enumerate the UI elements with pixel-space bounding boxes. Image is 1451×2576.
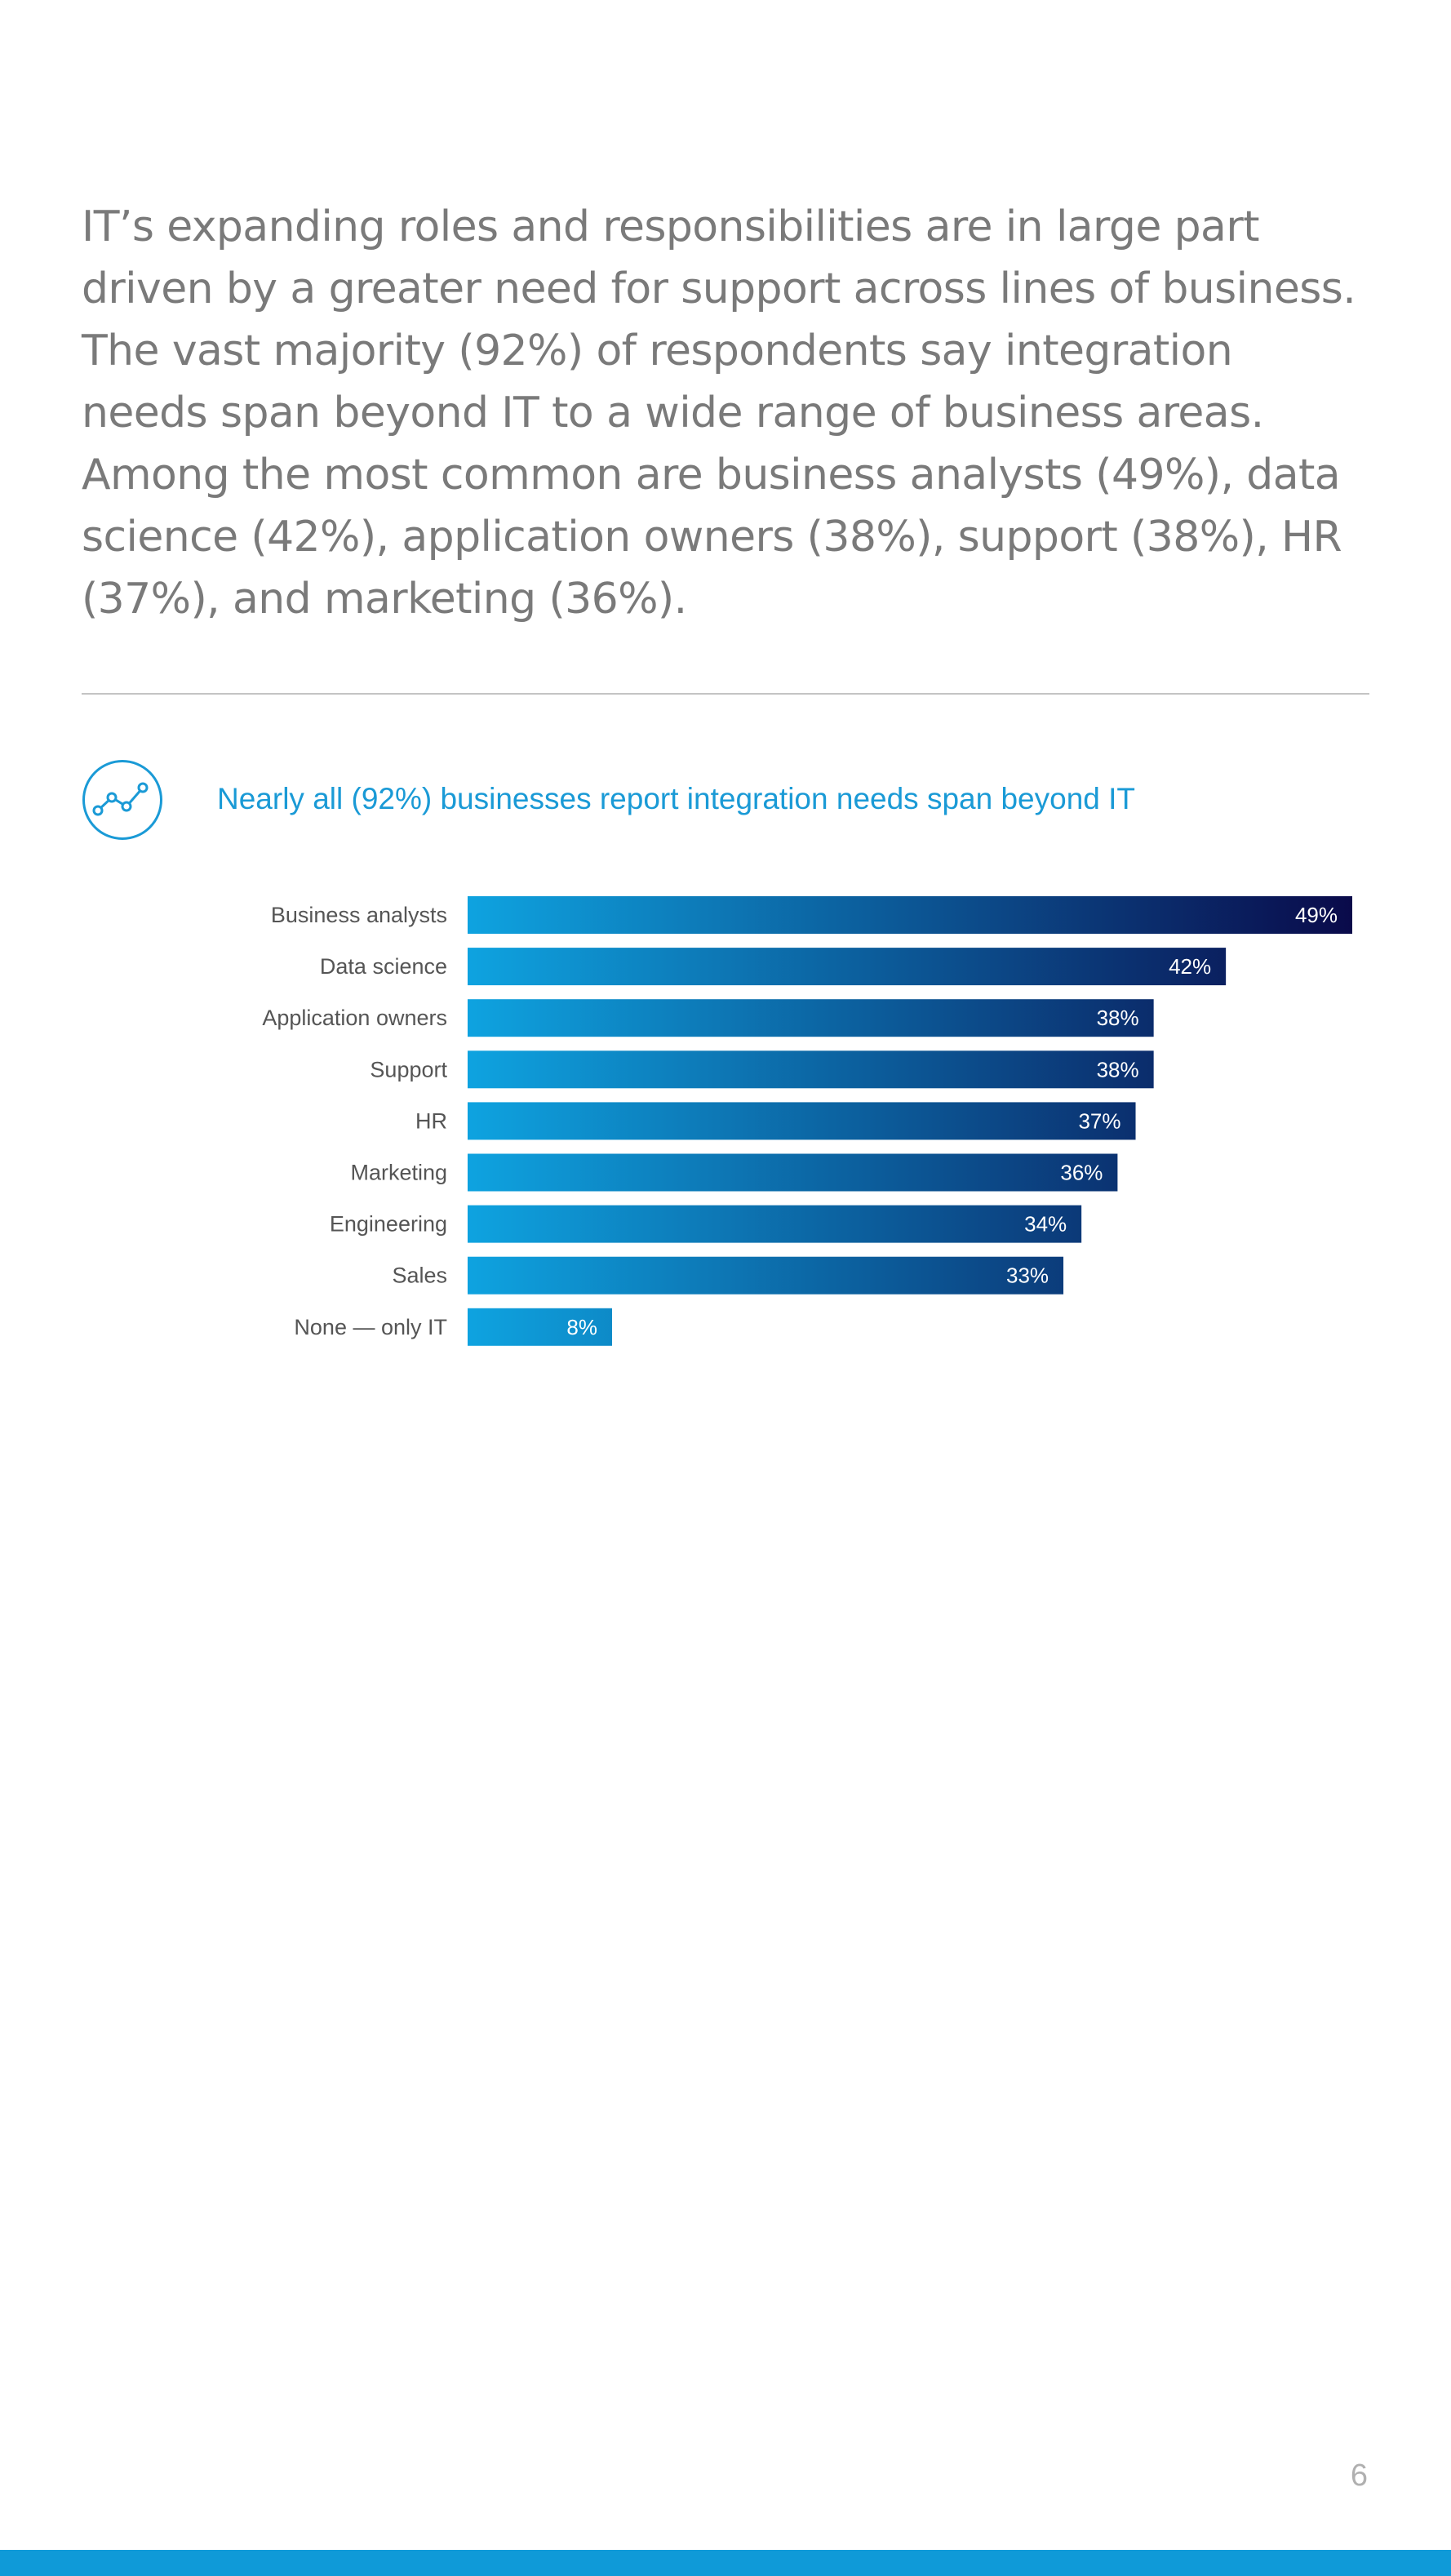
value-label: 37% <box>1078 1108 1120 1133</box>
category-label: Engineering <box>330 1212 447 1237</box>
bar <box>468 896 1352 934</box>
page-number: 6 <box>1350 2458 1368 2493</box>
category-label: HR <box>415 1108 447 1133</box>
bar <box>468 1102 1136 1140</box>
bar-chart: Business analysts 49% Data science 42% Appli… <box>262 896 1352 1346</box>
category-label: Marketing <box>350 1161 447 1185</box>
category-label: Data science <box>320 954 447 979</box>
value-label: 34% <box>1024 1212 1067 1237</box>
bar <box>468 1256 1064 1295</box>
value-label: 33% <box>1006 1264 1049 1288</box>
value-label: 38% <box>1097 1057 1139 1081</box>
category-label: Support <box>370 1057 447 1081</box>
value-label: 38% <box>1097 1006 1139 1030</box>
bar <box>468 1050 1154 1089</box>
bar <box>468 1308 612 1346</box>
value-label: 8% <box>566 1315 597 1339</box>
bar <box>468 1153 1118 1192</box>
value-label: 49% <box>1295 903 1338 927</box>
top-divider <box>82 693 1369 695</box>
category-label: None — only IT <box>294 1315 447 1339</box>
value-label: 42% <box>1169 954 1211 979</box>
bar <box>468 999 1154 1037</box>
category-label: Application owners <box>262 1006 447 1030</box>
category-label: Sales <box>392 1264 447 1288</box>
bar <box>468 948 1227 986</box>
footer-bar <box>0 2550 1451 2576</box>
chart-title: Nearly all (92%) businesses report integ… <box>217 782 1136 815</box>
bar <box>468 1205 1082 1243</box>
value-label: 36% <box>1060 1161 1103 1185</box>
line-chart-icon <box>82 760 162 840</box>
category-label: Business analysts <box>271 903 447 927</box>
intro-paragraph: IT’s expanding roles and responsibilitie… <box>82 202 1356 624</box>
